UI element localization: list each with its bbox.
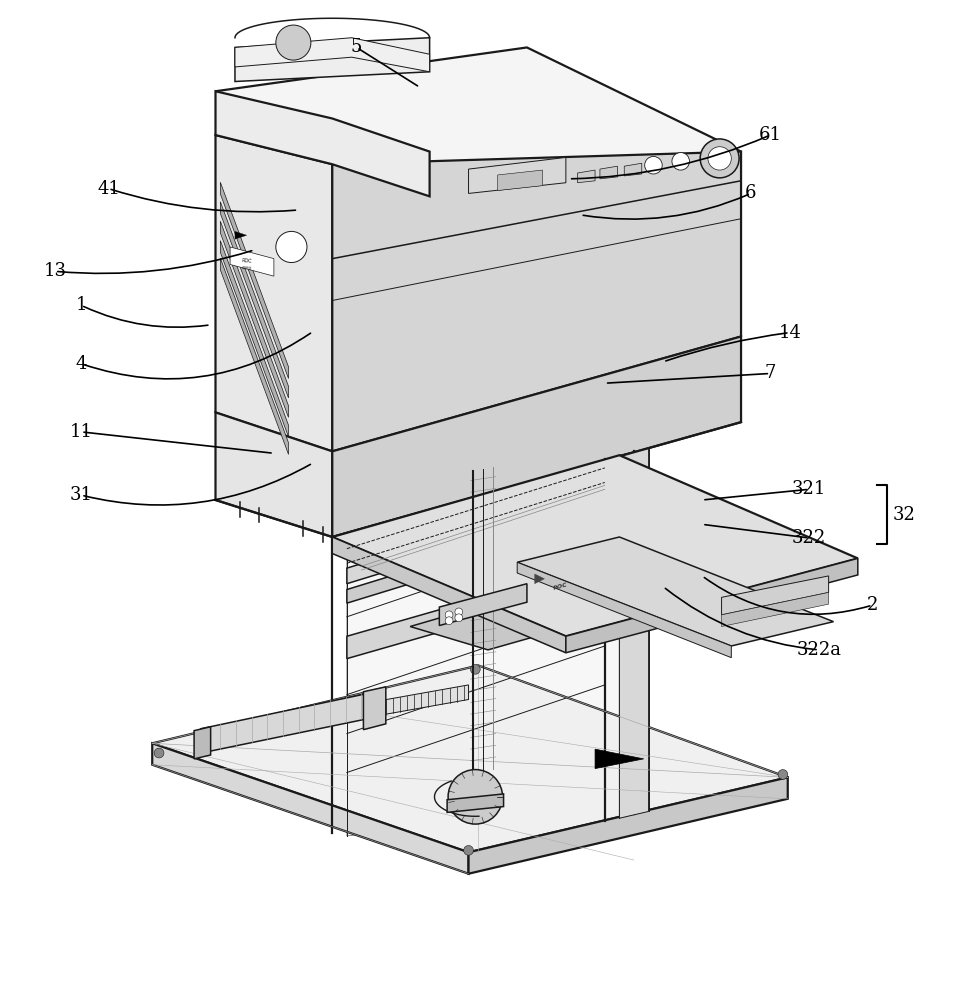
Polygon shape — [535, 574, 545, 584]
Polygon shape — [152, 743, 468, 874]
Polygon shape — [235, 38, 429, 72]
Text: 13: 13 — [43, 262, 66, 280]
Polygon shape — [332, 336, 741, 537]
Circle shape — [671, 153, 689, 170]
Polygon shape — [332, 152, 741, 451]
Polygon shape — [721, 576, 829, 615]
Text: 41: 41 — [97, 180, 120, 198]
Circle shape — [470, 664, 480, 674]
Polygon shape — [221, 258, 289, 454]
Polygon shape — [230, 247, 274, 276]
Circle shape — [154, 748, 164, 758]
Circle shape — [445, 611, 453, 619]
Text: 32: 32 — [893, 506, 916, 524]
Text: 2: 2 — [867, 596, 878, 614]
Polygon shape — [346, 455, 620, 836]
Text: 322a: 322a — [796, 641, 841, 659]
Text: 4: 4 — [75, 355, 87, 373]
Polygon shape — [566, 558, 858, 653]
Circle shape — [464, 845, 473, 855]
Text: ROC: ROC — [242, 258, 253, 264]
Circle shape — [455, 608, 463, 616]
Polygon shape — [152, 665, 788, 852]
Polygon shape — [221, 221, 289, 417]
Text: 31: 31 — [69, 486, 93, 504]
Polygon shape — [625, 163, 642, 176]
Polygon shape — [235, 38, 429, 82]
Polygon shape — [620, 448, 649, 818]
Polygon shape — [498, 170, 543, 191]
Polygon shape — [216, 91, 429, 196]
Polygon shape — [468, 777, 788, 874]
Polygon shape — [600, 166, 618, 179]
Polygon shape — [221, 202, 289, 398]
Polygon shape — [721, 592, 829, 627]
Text: 11: 11 — [69, 423, 93, 441]
Circle shape — [645, 156, 662, 174]
Text: 6: 6 — [745, 184, 756, 202]
Circle shape — [276, 25, 311, 60]
Circle shape — [455, 614, 463, 622]
Polygon shape — [517, 537, 834, 646]
Circle shape — [778, 770, 788, 779]
Polygon shape — [216, 412, 332, 537]
Text: 321: 321 — [792, 480, 827, 498]
Circle shape — [700, 139, 739, 178]
Polygon shape — [381, 685, 468, 715]
Polygon shape — [194, 727, 211, 759]
Polygon shape — [578, 170, 595, 183]
Circle shape — [445, 617, 453, 625]
Polygon shape — [332, 455, 858, 636]
Polygon shape — [346, 484, 620, 584]
Polygon shape — [517, 562, 731, 658]
Text: 5: 5 — [351, 38, 362, 56]
Text: 14: 14 — [778, 324, 801, 342]
Polygon shape — [216, 47, 741, 196]
Text: 61: 61 — [758, 126, 782, 144]
Polygon shape — [363, 687, 386, 730]
Circle shape — [708, 147, 731, 170]
Polygon shape — [221, 241, 289, 437]
Polygon shape — [346, 506, 620, 603]
Text: K-PPD: K-PPD — [242, 266, 253, 271]
Polygon shape — [332, 537, 566, 653]
Polygon shape — [410, 592, 605, 650]
Polygon shape — [201, 693, 371, 753]
Circle shape — [448, 770, 503, 824]
Polygon shape — [468, 157, 566, 193]
Polygon shape — [235, 231, 247, 239]
Text: 322: 322 — [793, 529, 827, 547]
Text: ROC: ROC — [553, 582, 569, 591]
Text: 1: 1 — [75, 296, 87, 314]
Polygon shape — [439, 584, 527, 626]
Polygon shape — [447, 794, 504, 812]
Circle shape — [276, 231, 307, 263]
Text: 7: 7 — [764, 364, 776, 382]
Polygon shape — [346, 585, 527, 659]
Polygon shape — [595, 749, 644, 769]
Polygon shape — [216, 135, 332, 451]
Polygon shape — [221, 182, 289, 378]
